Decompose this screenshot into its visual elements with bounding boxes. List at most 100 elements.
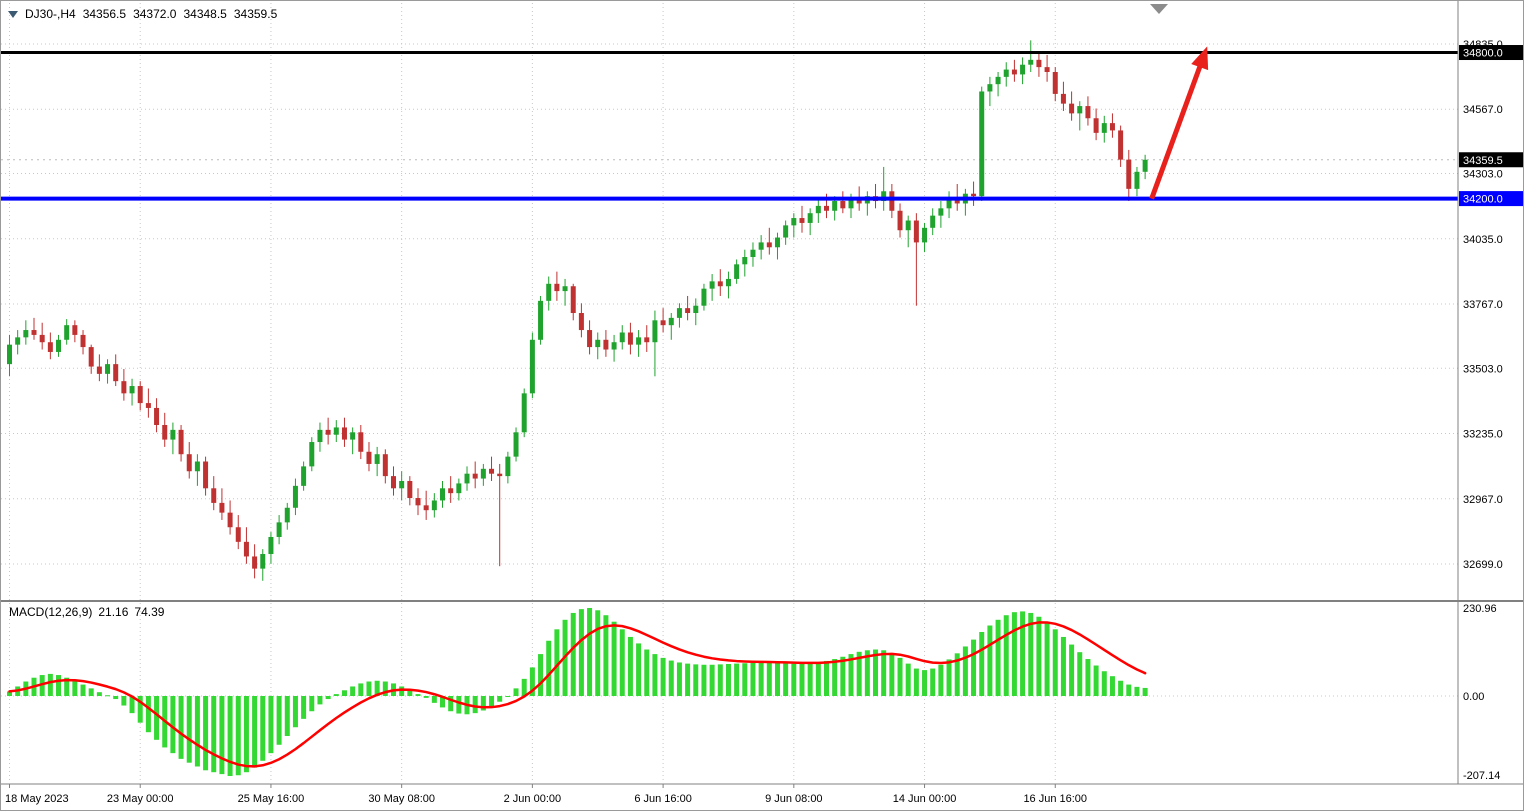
- macd-bar: [341, 690, 347, 696]
- chart-scroll-marker-icon[interactable]: [1150, 4, 1168, 14]
- macd-bar: [979, 631, 985, 696]
- candle-bull: [1077, 106, 1083, 114]
- price-axis-label: 34800.0: [1463, 48, 1503, 60]
- macd-bar: [627, 636, 633, 696]
- macd-bar: [64, 677, 70, 696]
- candle-bull: [456, 483, 462, 494]
- candle-bull: [595, 339, 601, 348]
- candle-bear: [897, 210, 903, 231]
- one-click-trading-arrow-icon[interactable]: [8, 11, 18, 18]
- macd-bar: [1060, 636, 1066, 696]
- price-axis-label: 33767.0: [1463, 299, 1503, 311]
- candle-bear: [660, 320, 666, 326]
- price-axis[interactable]: 34835.034800.034567.034359.534303.034200…: [1459, 39, 1524, 782]
- macd-bar: [366, 681, 372, 696]
- macd-bar: [554, 629, 560, 696]
- macd-bar: [178, 696, 184, 759]
- candle-bull: [611, 342, 617, 350]
- candle-bull: [15, 337, 21, 345]
- candle-bear: [766, 242, 772, 248]
- price-label-box: [1459, 45, 1523, 61]
- time-axis-label: 14 Jun 00:00: [893, 793, 957, 805]
- candle-bull: [1028, 59, 1034, 65]
- macd-bar: [725, 663, 731, 696]
- candle-bear: [325, 429, 331, 435]
- price-axis-label: 34200.0: [1463, 194, 1503, 206]
- candle-bull: [309, 442, 315, 467]
- macd-bar: [129, 696, 135, 714]
- candle-bull: [725, 278, 731, 287]
- price-axis-label: 34303.0: [1463, 169, 1503, 181]
- macd-bar: [538, 654, 544, 696]
- candlestick-series: [7, 40, 1148, 581]
- macd-bar: [660, 657, 666, 696]
- macd-bar: [1028, 612, 1034, 696]
- macd-bar: [897, 657, 903, 696]
- macd-bar: [832, 659, 838, 696]
- candle-bull: [23, 330, 29, 338]
- candle-bear: [390, 476, 396, 489]
- macd-bar: [864, 650, 870, 696]
- candle-bear: [856, 198, 862, 204]
- macd-bar: [1126, 684, 1132, 696]
- macd-bar: [137, 696, 143, 723]
- macd-bar: [546, 640, 552, 696]
- price-label-box: [1459, 191, 1523, 207]
- macd-bar: [913, 668, 919, 696]
- candle-bear: [96, 366, 102, 374]
- candle-bear: [627, 332, 633, 345]
- candle-bull: [783, 225, 789, 238]
- macd-signal-line[interactable]: [8, 621, 1147, 768]
- trend-arrow-head[interactable]: [1191, 46, 1209, 71]
- price-axis-label: 32699.0: [1463, 559, 1503, 571]
- macd-bar: [47, 673, 53, 696]
- macd-bar: [374, 680, 380, 696]
- candle-bull: [56, 339, 62, 352]
- candle-bull: [194, 461, 200, 472]
- candle-bear: [1085, 106, 1091, 119]
- candle-bull: [350, 432, 356, 440]
- candle-bull: [1142, 159, 1148, 172]
- macd-bar: [791, 663, 797, 696]
- ohlc-low: 34348.5: [183, 7, 227, 21]
- candle-bear: [1109, 123, 1115, 131]
- candle-bear: [72, 325, 78, 335]
- candle-bull: [464, 473, 470, 484]
- macd-bar: [922, 670, 928, 696]
- trend-arrow-line[interactable]: [1149, 56, 1206, 200]
- macd-bar: [235, 696, 241, 776]
- macd-label: MACD(12,26,9): [9, 605, 93, 619]
- candle-bear: [497, 473, 503, 477]
- candle-bear: [489, 468, 495, 474]
- candle-bull: [946, 198, 952, 209]
- candle-bear: [80, 334, 86, 348]
- candle-bull: [832, 201, 838, 211]
- ohlc-values: 34356.5 34372.0 34348.5 34359.5: [83, 7, 278, 21]
- candle-bull: [1101, 123, 1107, 133]
- candle-bull: [480, 468, 486, 479]
- candle-bull: [742, 257, 748, 265]
- candle-bear: [252, 556, 258, 569]
- macd-bar: [1052, 629, 1058, 696]
- ohlc-close: 34359.5: [233, 7, 278, 21]
- macd-axis-label: -207.14: [1463, 770, 1500, 782]
- candle-bull: [938, 208, 944, 216]
- candle-bull: [848, 198, 854, 209]
- macd-bar: [7, 691, 12, 696]
- candle-bull: [170, 429, 176, 440]
- candle-bull: [995, 76, 1001, 85]
- macd-bar: [717, 664, 723, 696]
- candle-bear: [423, 505, 429, 511]
- candle-bull: [260, 554, 266, 569]
- macd-bar: [325, 696, 331, 700]
- macd-bar: [873, 649, 879, 696]
- macd-bar: [407, 690, 413, 696]
- macd-bar: [815, 662, 821, 696]
- macd-bar: [268, 696, 274, 754]
- candle-bull: [105, 364, 111, 374]
- macd-bar: [203, 696, 209, 771]
- macd-bar: [260, 696, 266, 761]
- time-axis[interactable]: 18 May 2023 23 May 00:00 25 May 16:00 30 Ma…: [5, 784, 1087, 805]
